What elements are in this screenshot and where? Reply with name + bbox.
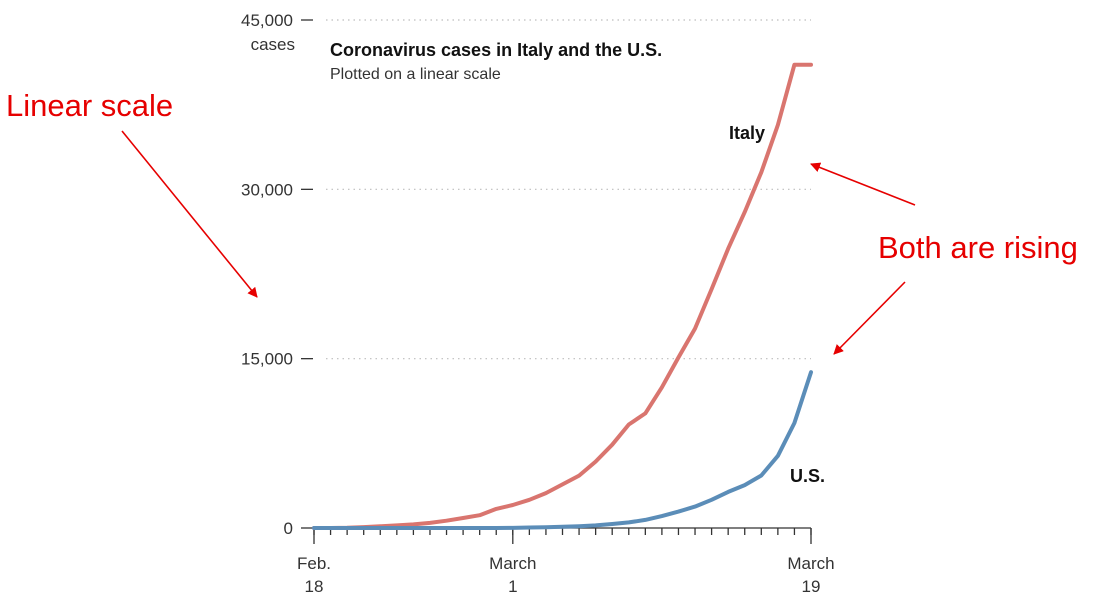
chart-title: Coronavirus cases in Italy and the U.S. [330,40,662,60]
series-line-italy [312,62,813,530]
annotation-both-rising: Both are rising [878,230,1078,265]
x-tick-label-day: 1 [508,577,517,596]
x-tick-label-day: 18 [305,577,324,596]
y-tick-label: 30,000 [241,180,293,199]
chart-subtitle: Plotted on a linear scale [330,66,501,83]
series-label-us: U.S. [790,466,825,486]
grid-layer [326,19,811,360]
x-tick-label-month: March [787,554,834,573]
series-line-us [312,370,813,530]
x-tick-label-day: 19 [802,577,821,596]
annotation-arrow-linear-scale [121,130,258,298]
y-tick-label: 15,000 [241,350,293,369]
annotation-linear-scale: Linear scale [6,88,173,123]
y-tick-label: 0 [284,519,293,538]
y-tick-label: 45,000 [241,11,293,30]
series-layer [312,62,813,530]
annotation-arrow-us [833,281,906,355]
axis-layer: 0 15,000 30,000 45,000 Feb. 18 March 1 March 19 [241,11,835,596]
series-label-italy: Italy [729,123,765,143]
x-tick-label-month: March [489,554,536,573]
x-tick-label-month: Feb. [297,554,331,573]
y-axis-unit-label: cases [251,35,295,54]
annotation-arrow-italy [810,162,916,206]
